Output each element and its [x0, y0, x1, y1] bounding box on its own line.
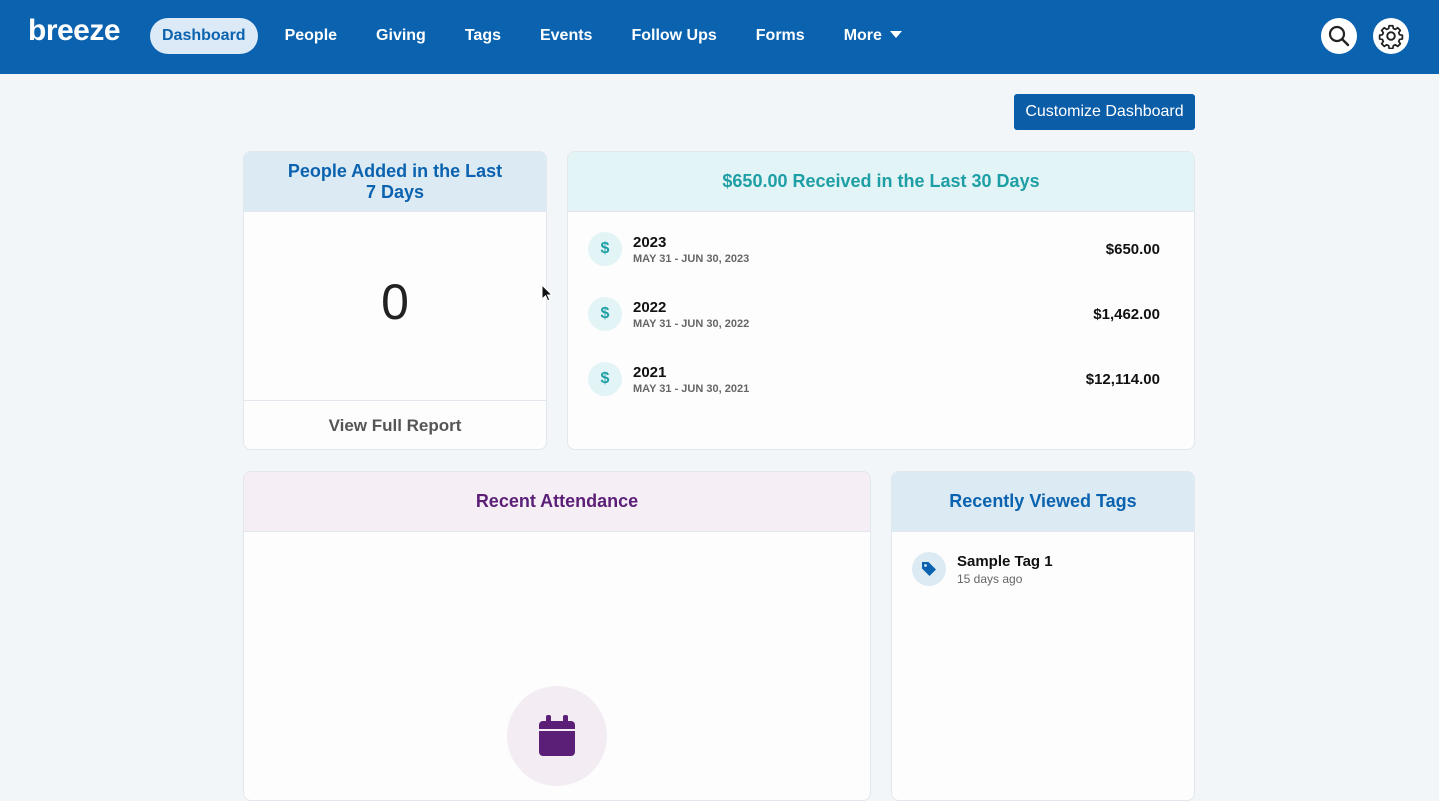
chevron-down-icon	[889, 31, 902, 39]
gear-icon	[1378, 24, 1404, 49]
calendar-icon	[539, 715, 575, 756]
nav-item-giving[interactable]: Giving	[376, 27, 426, 44]
breeze-logo[interactable]: breeze	[28, 14, 121, 47]
dollar-icon: $	[588, 297, 622, 331]
recent-attendance-card: Recent Attendance	[243, 471, 871, 801]
giving-row[interactable]: $ 2023 MAY 31 - JUN 30, 2023 $650.00	[588, 229, 1160, 269]
main-nav: Dashboard People Giving Tags Events Foll…	[150, 18, 929, 54]
nav-item-tags[interactable]: Tags	[464, 27, 501, 44]
top-navbar: breeze Dashboard People Giving Tags Even…	[0, 0, 1439, 74]
calendar-badge	[507, 686, 607, 786]
giving-summary-title: $650.00 Received in the Last 30 Days	[568, 152, 1194, 212]
tag-list-item[interactable]: Sample Tag 1 15 days ago	[912, 552, 1053, 586]
giving-amount: $1,462.00	[1093, 305, 1160, 323]
giving-date-range: MAY 31 - JUN 30, 2021	[633, 382, 750, 395]
giving-row[interactable]: $ 2021 MAY 31 - JUN 30, 2021 $12,114.00	[588, 359, 1160, 399]
giving-amount: $12,114.00	[1085, 370, 1160, 388]
nav-item-dashboard[interactable]: Dashboard	[150, 18, 258, 54]
tag-viewed-time: 15 days ago	[957, 571, 1023, 586]
search-button[interactable]	[1321, 18, 1357, 54]
giving-amount: $650.00	[1105, 240, 1160, 258]
recent-attendance-title: Recent Attendance	[244, 472, 870, 532]
tag-icon	[922, 562, 936, 576]
nav-item-follow-ups[interactable]: Follow Ups	[631, 27, 717, 44]
giving-date-range: MAY 31 - JUN 30, 2023	[633, 252, 750, 265]
customize-dashboard-button[interactable]: Customize Dashboard	[1014, 94, 1195, 130]
giving-summary-card: $650.00 Received in the Last 30 Days $ 2…	[567, 151, 1195, 450]
nav-item-events[interactable]: Events	[539, 27, 593, 44]
dollar-icon: $	[588, 362, 622, 396]
people-added-title: People Added in the Last 7 Days	[244, 152, 546, 212]
tag-badge	[912, 552, 946, 586]
nav-item-forms[interactable]: Forms	[755, 27, 805, 44]
giving-year: 2021	[633, 363, 667, 381]
people-added-card: People Added in the Last 7 Days 0 View F…	[243, 151, 547, 450]
dollar-icon: $	[588, 232, 622, 266]
giving-year: 2022	[633, 298, 667, 316]
giving-row[interactable]: $ 2022 MAY 31 - JUN 30, 2022 $1,462.00	[588, 294, 1160, 334]
recently-viewed-tags-card: Recently Viewed Tags Sample Tag 1 15 day…	[891, 471, 1195, 801]
nav-more-label: More	[843, 27, 882, 44]
mouse-pointer-icon	[541, 284, 553, 302]
giving-year: 2023	[633, 233, 667, 251]
people-added-count: 0	[381, 274, 409, 330]
recently-viewed-tags-title: Recently Viewed Tags	[892, 472, 1194, 532]
settings-button[interactable]	[1373, 18, 1409, 54]
giving-date-range: MAY 31 - JUN 30, 2022	[633, 317, 750, 330]
view-full-report-link[interactable]: View Full Report	[244, 400, 546, 449]
nav-item-more[interactable]: More	[832, 18, 914, 54]
search-icon	[1328, 25, 1350, 47]
tag-name: Sample Tag 1	[957, 552, 1053, 570]
nav-item-people[interactable]: People	[284, 27, 338, 44]
